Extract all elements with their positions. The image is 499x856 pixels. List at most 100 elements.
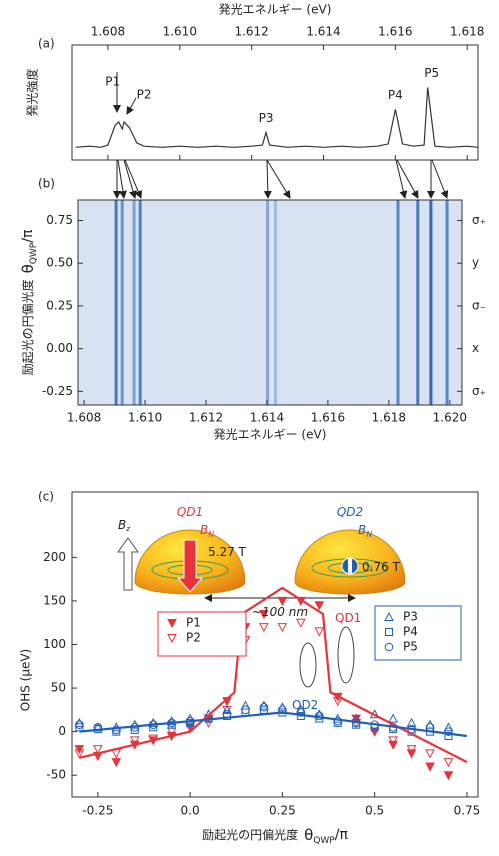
panel-label: (c) [38, 490, 54, 504]
spectrum-line [75, 87, 479, 148]
heatmap-background [78, 200, 462, 405]
annotation: QD1 [177, 505, 203, 519]
marker [167, 634, 177, 644]
marker [111, 758, 122, 768]
peak-label: P2 [137, 88, 152, 102]
heatmap-stripe [445, 200, 449, 405]
marker [384, 642, 394, 652]
marker [259, 702, 269, 712]
x-axis-title-text: 励起光の円偏光度 [202, 827, 298, 842]
x-axis-title-sub: QWP [313, 836, 335, 846]
x-tick-label: 1.618 [372, 411, 406, 425]
marker [444, 727, 453, 736]
marker [75, 720, 84, 729]
annotation-text: 5.27 T [208, 545, 247, 559]
axes-frame [77, 199, 463, 406]
y2-tick-label: y [472, 256, 479, 270]
heatmap-stripe [114, 200, 118, 405]
x-tick-label: 0.25 [269, 804, 296, 818]
x-tick-label: 0.5 [365, 804, 384, 818]
x-tick-label: 1.608 [67, 411, 101, 425]
annotation-text: ~100 nm [252, 605, 308, 619]
heatmap-stripe [396, 200, 400, 405]
y-axis-title-symbol: θ [19, 264, 37, 273]
heatmap-stripe [273, 200, 277, 405]
marker [259, 623, 269, 633]
marker [443, 758, 454, 768]
legend-label: P3 [403, 610, 418, 624]
marker [277, 623, 288, 633]
legend-label: P1 [186, 616, 201, 630]
marker [111, 749, 122, 759]
x-tick-label: 1.614 [306, 25, 340, 39]
heatmap-stripe [416, 200, 420, 405]
marker [111, 725, 121, 735]
annotation-sub: N [366, 530, 372, 539]
annotation: ~100 nm [252, 605, 308, 619]
y-axis-title-tail: /π [20, 229, 36, 243]
y-tick-label: 0.50 [46, 256, 73, 270]
annotation: Bz [118, 518, 130, 534]
axes-frame [71, 44, 479, 161]
marker [314, 601, 325, 611]
marker [425, 749, 435, 759]
y-axis-title-text: 励起光の円偏光度 [20, 279, 35, 375]
fit-line [79, 711, 468, 738]
peak-label: P4 [388, 88, 403, 102]
y2-tick-label: x [472, 341, 479, 355]
marker [129, 736, 140, 746]
x-tick-label: 0.0 [181, 804, 200, 818]
annotation-sub: N [208, 530, 214, 539]
x-axis-title: 励起光の円偏光度 θQWP/π [202, 826, 348, 846]
y-tick-label: 0 [58, 724, 66, 738]
panel-label: (a) [38, 37, 55, 51]
y-tick-label: 100 [43, 637, 66, 651]
marker [93, 745, 103, 755]
y-axis-title-sub: QWP [29, 242, 39, 264]
peak-label: P1 [105, 75, 120, 89]
x-axis-title: 発光エネルギー (eV) [214, 428, 327, 442]
annotation-text: QD2 [292, 698, 318, 712]
marker [369, 727, 380, 737]
y-tick-label: 200 [43, 550, 66, 564]
y-axis-title: 励起光の円偏光度 θQWP/π [19, 229, 39, 375]
marker [384, 611, 394, 621]
marker [277, 596, 288, 606]
x-tick-label: 1.612 [234, 25, 268, 39]
marker [333, 716, 343, 726]
x-tick-label: 1.620 [433, 411, 467, 425]
x-tick-label: 1.618 [450, 25, 484, 39]
legend-label: P4 [403, 625, 418, 639]
x-tick-label: 0.75 [454, 804, 481, 818]
peak-label: P3 [259, 111, 274, 125]
legend-label: P2 [186, 631, 201, 645]
panel-label: (b) [38, 177, 55, 191]
fit-line [79, 586, 468, 764]
y-axis-title: OHS (μeV) [19, 649, 33, 712]
annotation-text: 0.76 T [362, 560, 401, 574]
x-tick-label: 1.616 [311, 411, 345, 425]
y-tick-label: -50 [46, 768, 66, 782]
heatmap-stripe [429, 200, 433, 405]
annotation: BN [358, 523, 372, 540]
marker [406, 745, 417, 755]
marker [167, 619, 177, 629]
y2-tick-label: σ₊ [472, 213, 486, 227]
annotation-text: QD2 [337, 505, 363, 519]
annotation: 5.27 T [208, 545, 247, 559]
x-tick-label: 1.610 [163, 25, 197, 39]
y2-tick-label: σ₋ [472, 298, 486, 312]
annotation: BN [200, 523, 214, 540]
marker [296, 618, 306, 628]
marker [259, 610, 269, 620]
marker [314, 627, 325, 637]
marker [406, 717, 417, 727]
y-tick-label: -0.25 [42, 384, 73, 398]
peak-label: P5 [424, 66, 439, 80]
marker [425, 762, 435, 772]
annotation: QD2 [292, 698, 318, 712]
heatmap-stripe [138, 200, 142, 405]
y-tick-label: 0.75 [46, 213, 73, 227]
x-tick-label: -0.25 [82, 804, 113, 818]
